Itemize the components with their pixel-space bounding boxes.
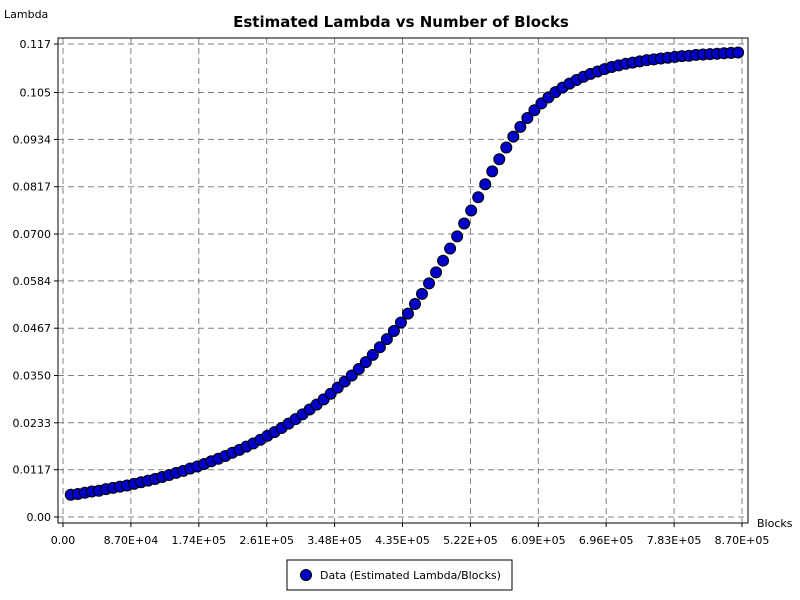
y-tick-label: 0.0233 bbox=[13, 417, 52, 430]
data-point bbox=[732, 46, 745, 59]
legend: Data (Estimated Lambda/Blocks) bbox=[286, 559, 513, 591]
x-tick-label: 3.48E+05 bbox=[307, 534, 362, 547]
data-point bbox=[493, 153, 506, 166]
x-tick-label: 6.96E+05 bbox=[579, 534, 634, 547]
y-tick-label: 0.0934 bbox=[13, 133, 52, 146]
y-tick-label: 0.0467 bbox=[13, 322, 52, 335]
grid bbox=[58, 38, 748, 523]
data-point bbox=[366, 348, 379, 361]
data-point bbox=[451, 230, 464, 243]
x-tick-label: 2.61E+05 bbox=[239, 534, 294, 547]
legend-entry-label: Data (Estimated Lambda/Blocks) bbox=[320, 569, 501, 582]
y-tick-label: 0.0817 bbox=[13, 181, 52, 194]
x-tick-label: 1.74E+05 bbox=[171, 534, 226, 547]
data-point bbox=[380, 333, 393, 346]
axis-ticks: 0.00 8.70E+04 1.74E+05 2.61E+05 3.48E+05 4.35… bbox=[13, 38, 770, 547]
data-point bbox=[437, 254, 450, 267]
data-points bbox=[64, 46, 745, 501]
y-tick-label: 0.0117 bbox=[13, 464, 52, 477]
x-tick-label: 4.35E+05 bbox=[375, 534, 430, 547]
data-point bbox=[479, 178, 492, 191]
x-tick-label: 0.00 bbox=[51, 534, 76, 547]
data-point bbox=[387, 325, 400, 338]
plot-frame bbox=[57, 37, 749, 524]
data-point bbox=[408, 297, 421, 310]
x-tick-label: 8.70E+04 bbox=[104, 534, 159, 547]
data-point bbox=[458, 217, 471, 230]
x-axis-label: Blocks bbox=[757, 517, 793, 530]
x-tick-label: 7.83E+05 bbox=[647, 534, 702, 547]
chart-title: Estimated Lambda vs Number of Blocks bbox=[233, 13, 569, 31]
data-point bbox=[359, 356, 372, 369]
data-point bbox=[514, 120, 527, 133]
data-point bbox=[472, 191, 485, 204]
data-point bbox=[373, 341, 386, 354]
data-point bbox=[465, 204, 478, 217]
data-point bbox=[444, 242, 457, 255]
legend-box bbox=[286, 559, 513, 591]
legend-marker-icon bbox=[300, 569, 312, 581]
y-tick-label: 0.0700 bbox=[13, 228, 52, 241]
data-point bbox=[521, 111, 534, 124]
data-point bbox=[507, 130, 520, 143]
y-axis-label: Lambda bbox=[4, 8, 48, 21]
data-point bbox=[394, 316, 407, 329]
data-point bbox=[416, 287, 429, 300]
y-tick-label: 0.117 bbox=[20, 38, 52, 51]
data-point bbox=[486, 165, 499, 178]
y-tick-label: 0.0584 bbox=[13, 275, 52, 288]
x-tick-label: 6.09E+05 bbox=[511, 534, 566, 547]
data-point bbox=[500, 141, 513, 154]
x-tick-label: 8.70E+05 bbox=[715, 534, 770, 547]
y-tick-label: 0.105 bbox=[20, 87, 52, 100]
data-point bbox=[423, 277, 436, 290]
y-tick-label: 0.00 bbox=[27, 511, 52, 524]
y-tick-label: 0.0350 bbox=[13, 370, 52, 383]
data-point bbox=[430, 266, 443, 279]
data-point bbox=[401, 307, 414, 320]
x-tick-label: 5.22E+05 bbox=[443, 534, 498, 547]
